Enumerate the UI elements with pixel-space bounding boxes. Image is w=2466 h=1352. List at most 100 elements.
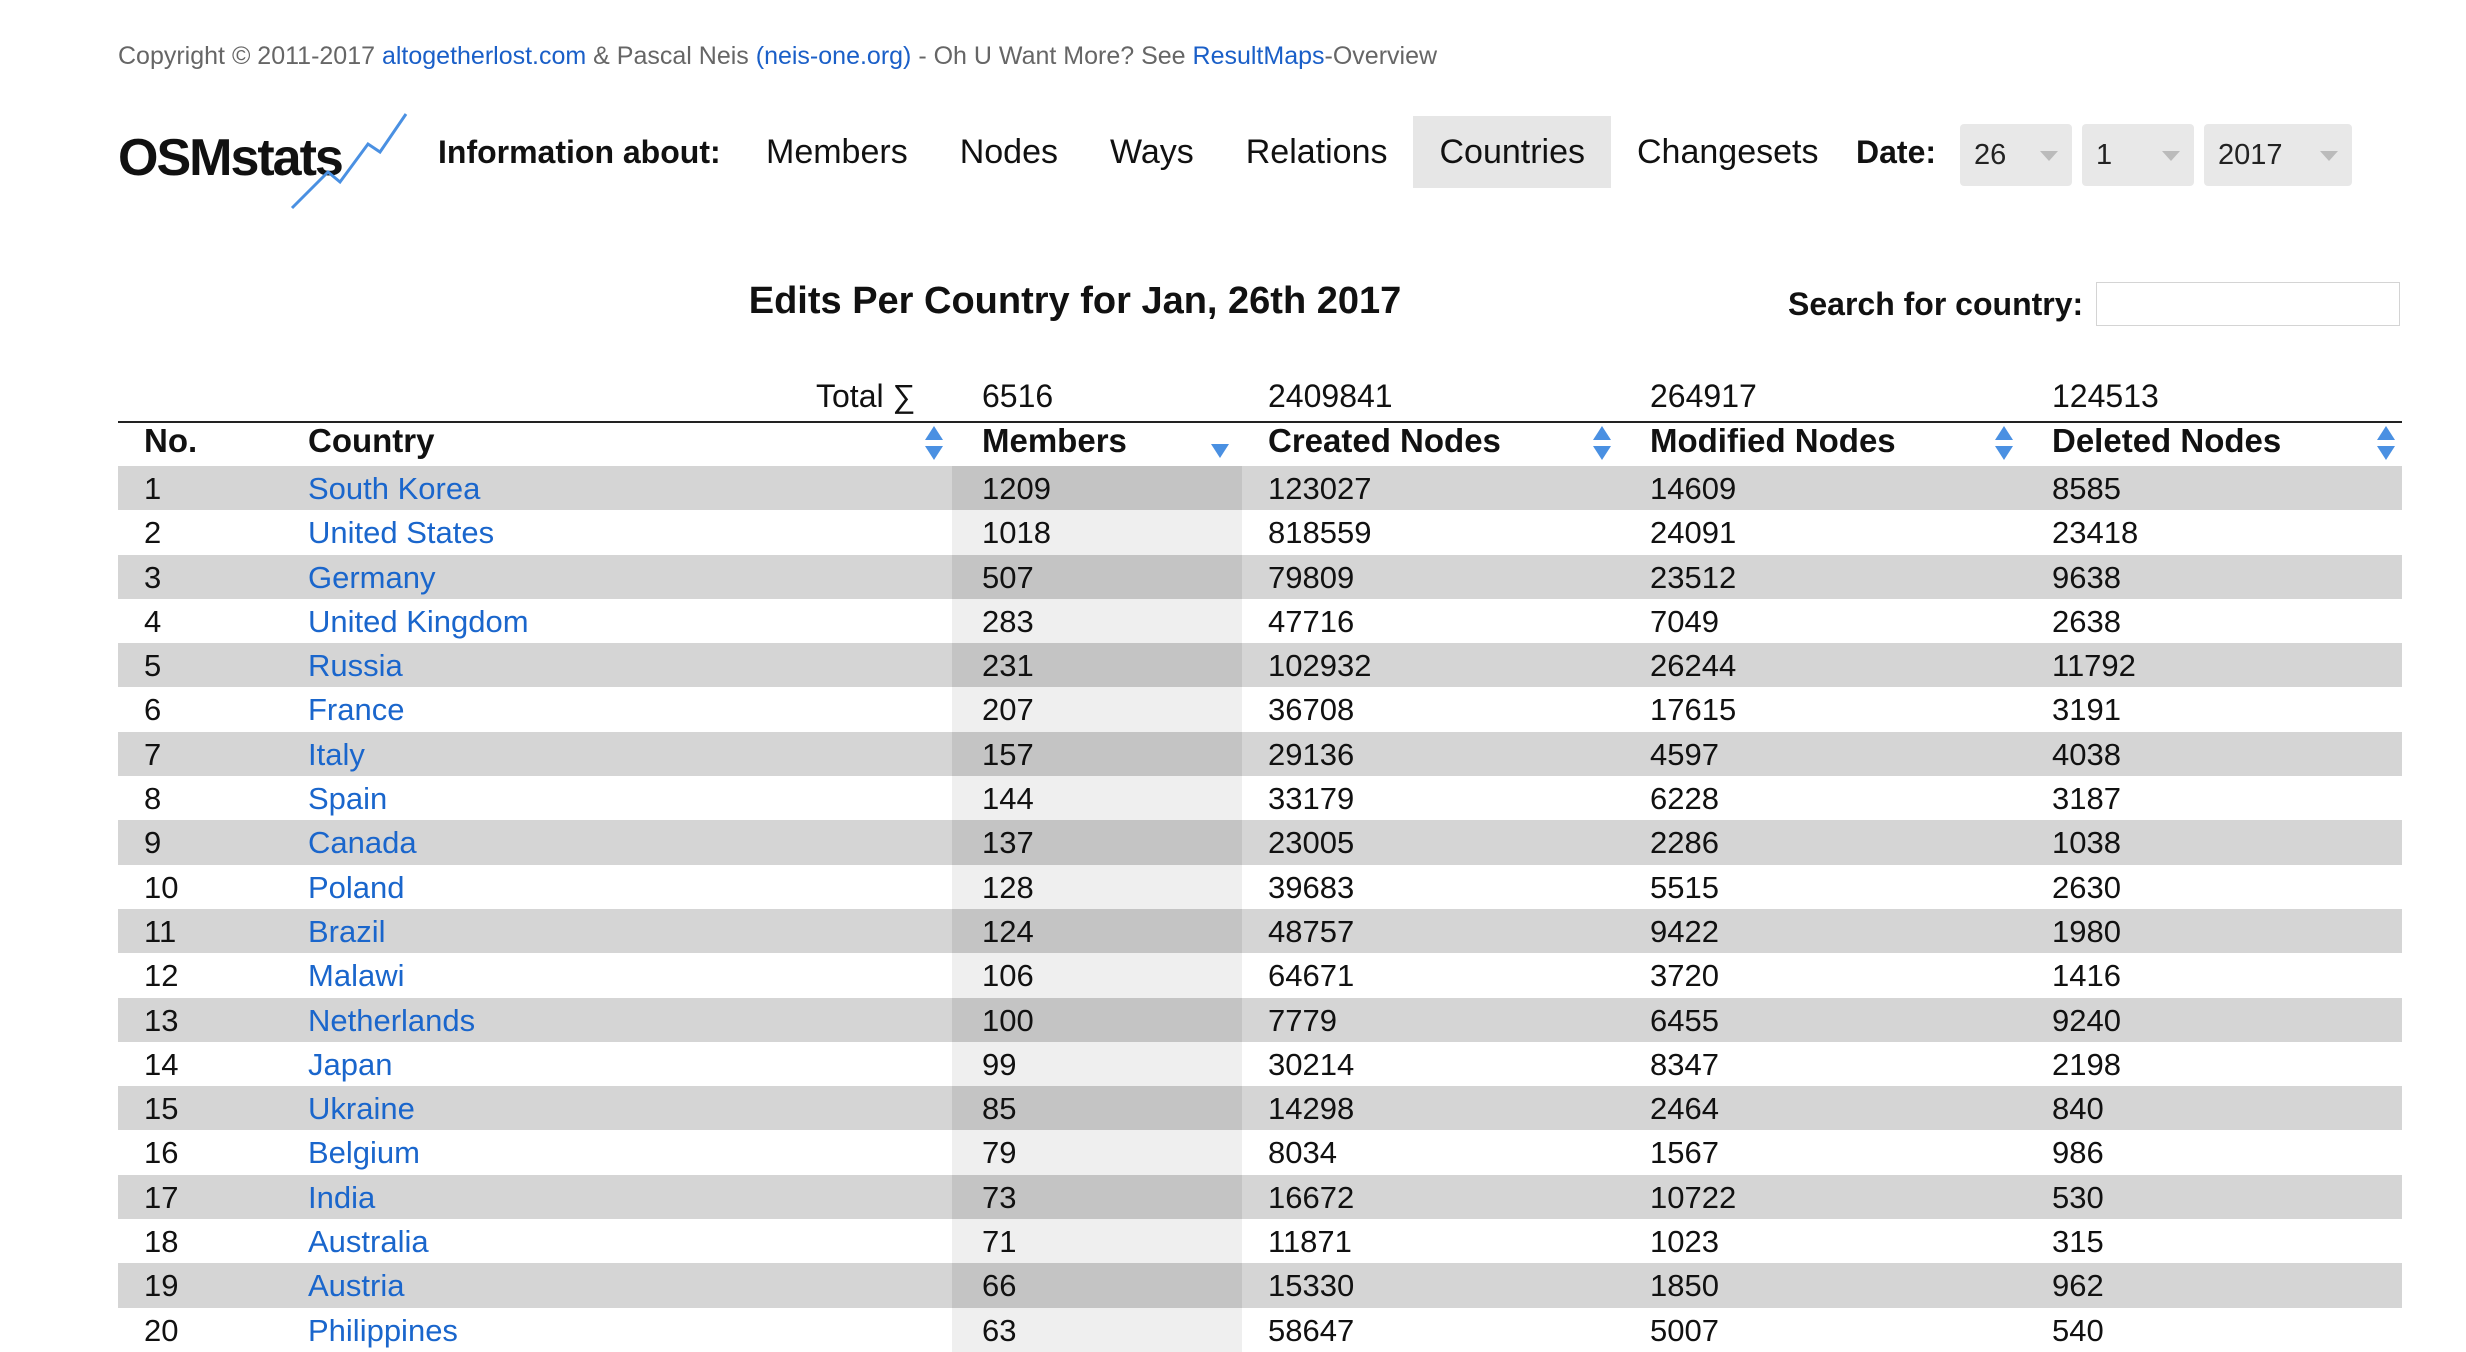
cell-country[interactable]: Spain [308, 781, 388, 817]
cell-country[interactable]: Canada [308, 825, 417, 861]
sorted-column-highlight [952, 466, 1242, 511]
cell-modified-nodes: 1567 [1650, 1135, 1719, 1171]
table-body: 1 South Korea 1209 123027 14609 8585 2 United S… [118, 466, 2402, 1352]
country-search-input[interactable] [2096, 282, 2400, 326]
cell-deleted-nodes: 3187 [2052, 781, 2121, 817]
totals-row: Total ∑ 6516 2409841 264917 124513 [0, 378, 2466, 418]
cell-country[interactable]: Philippines [308, 1312, 458, 1348]
cell-no: 15 [144, 1091, 179, 1127]
sort-both-icon[interactable] [924, 424, 944, 462]
cell-country[interactable]: Netherlands [308, 1002, 476, 1038]
cell-country[interactable]: Russia [308, 648, 403, 684]
cell-created-nodes: 14298 [1268, 1091, 1355, 1127]
cell-members: 1018 [982, 515, 1051, 551]
header-members[interactable]: Members [982, 422, 1127, 459]
header-modified[interactable]: Modified Nodes [1650, 422, 1896, 459]
tab-members[interactable]: Members [766, 133, 908, 171]
cell-no: 4 [144, 603, 162, 639]
tab-nodes[interactable]: Nodes [959, 133, 1058, 171]
sorted-column-highlight [952, 1174, 1242, 1220]
cell-created-nodes: 58647 [1268, 1312, 1355, 1348]
cell-members: 507 [982, 559, 1034, 595]
cell-created-nodes: 39683 [1268, 869, 1355, 905]
info-label: Information about: [438, 134, 721, 170]
cell-country[interactable]: Germany [308, 559, 436, 595]
cell-country[interactable]: France [308, 692, 405, 728]
sorted-column-highlight [952, 731, 1242, 777]
cell-created-nodes: 33179 [1268, 781, 1355, 817]
cell-country[interactable]: United Kingdom [308, 603, 529, 639]
cell-country[interactable]: India [308, 1179, 376, 1215]
cell-modified-nodes: 5007 [1650, 1312, 1719, 1348]
tab-relations[interactable]: Relations [1245, 133, 1388, 171]
table-row: 7 Italy 157 29136 4597 4038 [118, 731, 2402, 777]
cell-members: 73 [982, 1179, 1017, 1215]
cell-modified-nodes: 9422 [1650, 913, 1719, 949]
cell-country[interactable]: Belgium [308, 1135, 420, 1171]
neis-one-link[interactable]: (neis-one.org) [755, 42, 912, 70]
sorted-column-highlight [952, 1041, 1242, 1087]
cell-no: 8 [144, 781, 162, 817]
cell-modified-nodes: 10722 [1650, 1179, 1737, 1215]
header-deleted[interactable]: Deleted Nodes [2052, 422, 2282, 459]
osmstats-logo[interactable]: OSMstats [118, 110, 408, 210]
table-row: 12 Malawi 106 64671 3720 1416 [118, 953, 2402, 998]
cell-modified-nodes: 14609 [1650, 471, 1737, 506]
cell-members: 231 [982, 648, 1034, 684]
cell-modified-nodes: 6228 [1650, 781, 1719, 817]
tab-countries[interactable]: Countries [1413, 116, 1611, 188]
cell-country[interactable]: Australia [308, 1224, 429, 1260]
copyright-text-2: & Pascal Neis [586, 42, 756, 70]
tab-ways[interactable]: Ways [1109, 133, 1194, 171]
cell-created-nodes: 123027 [1268, 471, 1372, 506]
cell-deleted-nodes: 540 [2052, 1312, 2104, 1348]
cell-country[interactable]: Japan [308, 1046, 393, 1082]
month-value: 1 [2096, 139, 2113, 171]
cell-modified-nodes: 26244 [1650, 648, 1737, 684]
sorted-column-highlight [952, 776, 1242, 821]
cell-no: 11 [144, 913, 177, 949]
day-select[interactable]: 26 [1960, 124, 2072, 186]
header-top-rule [118, 421, 2402, 423]
sorted-column-highlight [952, 643, 1242, 688]
sort-both-icon[interactable] [1994, 424, 2014, 462]
cell-members: 157 [982, 736, 1034, 772]
table-row: 10 Poland 128 39683 5515 2630 [118, 864, 2402, 909]
table-row: 11 Brazil 124 48757 9422 1980 [118, 908, 2402, 954]
chevron-down-icon [2040, 151, 2058, 161]
altogetherlost-link[interactable]: altogetherlost.com [381, 42, 587, 70]
month-select[interactable]: 1 [2082, 124, 2194, 186]
cell-no: 10 [144, 869, 179, 905]
tab-changesets[interactable]: Changesets [1637, 133, 1819, 171]
table-row: 4 United Kingdom 283 47716 7049 2638 [118, 598, 2402, 644]
chevron-down-icon [2320, 151, 2338, 161]
cell-country[interactable]: United States [308, 515, 495, 551]
chevron-down-icon [2162, 151, 2180, 161]
cell-country[interactable]: Malawi [308, 958, 405, 994]
cell-country[interactable]: Poland [308, 869, 405, 905]
sorted-column-highlight [952, 554, 1242, 599]
header-country[interactable]: Country [308, 422, 435, 459]
sort-both-icon[interactable] [1592, 424, 1612, 462]
table-row: 14 Japan 99 30214 8347 2198 [118, 1041, 2402, 1087]
cell-country[interactable]: South Korea [308, 471, 481, 506]
copyright-text-3: - Oh U Want More? See [911, 42, 1193, 70]
cell-modified-nodes: 5515 [1650, 869, 1719, 905]
cell-country[interactable]: Italy [308, 736, 365, 772]
header-created[interactable]: Created Nodes [1268, 422, 1501, 459]
cell-no: 6 [144, 692, 162, 728]
table-row: 5 Russia 231 102932 26244 11792 [118, 643, 2402, 688]
search-label: Search for country: [1788, 286, 2084, 322]
year-select[interactable]: 2017 [2204, 124, 2352, 186]
cell-country[interactable]: Brazil [308, 913, 386, 949]
resultmaps-link[interactable]: ResultMaps [1192, 42, 1325, 70]
copyright-bar: Copyright © 2011-2017 altogetherlost.com… [118, 42, 1437, 71]
sorted-column-highlight [952, 1130, 1242, 1175]
cell-country[interactable]: Ukraine [308, 1091, 415, 1127]
cell-country[interactable]: Austria [308, 1268, 405, 1304]
sort-both-icon[interactable] [2376, 424, 2396, 462]
cell-deleted-nodes: 2198 [2052, 1046, 2121, 1082]
sort-desc-icon[interactable] [1210, 442, 1230, 460]
cell-deleted-nodes: 2638 [2052, 603, 2121, 639]
logo-text: OSMstats [118, 129, 344, 187]
